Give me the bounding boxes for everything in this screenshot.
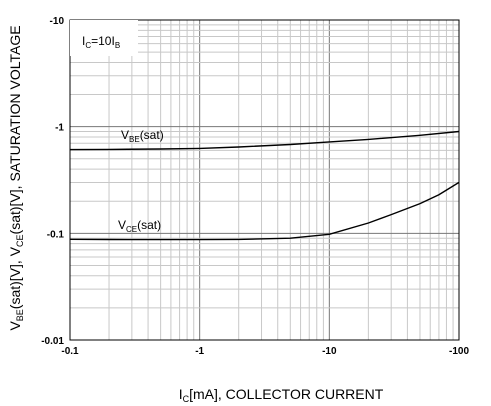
series-line-vbe-sat bbox=[69, 130, 460, 151]
y-axis-title-part2: (sat)[V], V bbox=[7, 246, 23, 309]
y-tick-label: -0.1 bbox=[47, 229, 65, 240]
y-axis-title-sub2: CE bbox=[15, 234, 25, 247]
series-label-vce-rest: (sat) bbox=[137, 218, 161, 232]
condition-sub1: C bbox=[85, 41, 91, 50]
y-tick-label: -1 bbox=[55, 123, 64, 134]
condition-label: IC=10IB bbox=[82, 34, 120, 50]
x-tick-label: -1 bbox=[195, 346, 204, 357]
grid-layer bbox=[70, 20, 459, 340]
condition-sub2: B bbox=[115, 41, 120, 50]
y-tick-label: -10 bbox=[50, 16, 65, 27]
x-axis-title-subscript: C bbox=[183, 394, 190, 404]
series-line-vce-sat bbox=[69, 181, 460, 241]
x-axis-title: IC[mA], COLLECTOR CURRENT bbox=[179, 386, 384, 404]
series-label-vce-sat: VCE(sat) bbox=[118, 218, 161, 234]
y-axis-title-part1: V bbox=[7, 321, 23, 331]
condition-part2: =10I bbox=[91, 34, 115, 48]
x-tick-label: -10 bbox=[322, 346, 337, 357]
series-label-vbe-rest: (sat) bbox=[140, 128, 164, 142]
x-axis-title-rest: [mA], COLLECTOR CURRENT bbox=[189, 386, 384, 402]
plot-frame bbox=[69, 19, 460, 341]
y-axis-title-part3: (sat)[V], SATURATION VOLTAGE bbox=[7, 25, 23, 234]
x-tick-labels: -0.1 -1 -10 -100 bbox=[61, 346, 469, 357]
x-tick-label: -0.1 bbox=[61, 346, 79, 357]
y-tick-labels: -10 -1 -0.1 -0.01 bbox=[41, 16, 64, 347]
series-label-vbe-main: V bbox=[121, 128, 129, 142]
x-axis-title-main: I bbox=[179, 386, 183, 402]
x-tick-label: -100 bbox=[449, 346, 469, 357]
series-label-vce-main: V bbox=[118, 218, 126, 232]
condition-part1: I bbox=[82, 34, 85, 48]
series-label-vbe-sub: BE bbox=[129, 135, 140, 144]
series-layer bbox=[69, 130, 460, 241]
y-axis-title-sub1: BE bbox=[15, 309, 25, 321]
series-label-vce-sub: CE bbox=[126, 225, 137, 234]
condition-box bbox=[70, 20, 138, 56]
series-label-vbe-sat: VBE(sat) bbox=[121, 128, 164, 144]
y-tick-label: -0.01 bbox=[41, 336, 64, 347]
y-axis-title: VBE(sat)[V], VCE(sat)[V], SATURATION VOL… bbox=[7, 25, 25, 330]
